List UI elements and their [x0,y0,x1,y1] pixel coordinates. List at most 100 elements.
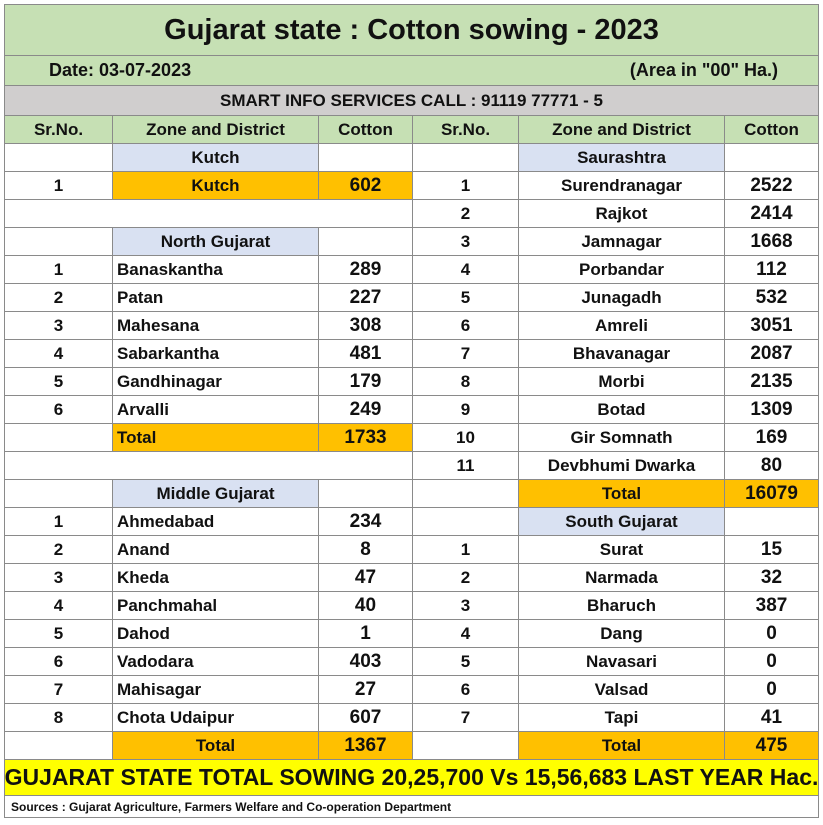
district-name: Valsad [518,675,725,704]
serial-number: 3 [4,563,113,592]
empty-row [4,199,413,228]
cotton-area: 289 [318,255,413,284]
total-label: Total [112,423,319,452]
district-name: Chota Udaipur [112,703,319,732]
district-name: Botad [518,395,725,424]
source-note: Sources : Gujarat Agriculture, Farmers W… [4,795,819,818]
empty-cell [412,143,519,172]
cotton-area: 112 [724,255,819,284]
serial-number: 5 [4,367,113,396]
serial-number: 6 [4,395,113,424]
district-name: Bharuch [518,591,725,620]
cotton-area: 602 [318,171,413,200]
district-name: Navasari [518,647,725,676]
total-label: Total [112,731,319,760]
district-name: Morbi [518,367,725,396]
cotton-area: 2135 [724,367,819,396]
area-unit: (Area in "00" Ha.) [629,60,778,80]
serial-number: 6 [412,675,519,704]
serial-number: 2 [412,563,519,592]
cotton-area: 27 [318,675,413,704]
district-name: Narmada [518,563,725,592]
cotton-area: 481 [318,339,413,368]
serial-number: 8 [412,367,519,396]
serial-number: 4 [412,619,519,648]
zone-heading: Saurashtra [518,143,725,172]
cotton-area: 387 [724,591,819,620]
district-name: Vadodara [112,647,319,676]
serial-number: 1 [412,535,519,564]
serial-number: 11 [412,451,519,480]
report-date: Date: 03-07-2023 [49,60,192,80]
district-name: Banaskantha [112,255,319,284]
serial-number: 4 [412,255,519,284]
serial-number: 2 [4,535,113,564]
cotton-area: 607 [318,703,413,732]
cotton-area: 249 [318,395,413,424]
total-value: 16079 [724,479,819,508]
date-line: Date: 03-07-2023 (Area in "00" Ha.) [4,55,819,86]
col-header-srno: Sr.No. [4,115,113,144]
empty-cell [4,423,113,452]
district-name: Amreli [518,311,725,340]
serial-number: 2 [4,283,113,312]
empty-cell [412,507,519,536]
cotton-area: 47 [318,563,413,592]
district-name: Anand [112,535,319,564]
serial-number: 4 [4,339,113,368]
cotton-area: 2087 [724,339,819,368]
district-name: Junagadh [518,283,725,312]
cotton-area: 32 [724,563,819,592]
district-name: Porbandar [518,255,725,284]
district-name: Arvalli [112,395,319,424]
district-name: Dahod [112,619,319,648]
cotton-area: 2414 [724,199,819,228]
serial-number: 6 [412,311,519,340]
serial-number: 3 [412,227,519,256]
district-name: Gandhinagar [112,367,319,396]
serial-number: 7 [412,703,519,732]
district-name: Jamnagar [518,227,725,256]
serial-number: 7 [4,675,113,704]
district-name: Dang [518,619,725,648]
serial-number: 1 [4,255,113,284]
col-header-zone: Zone and District [518,115,725,144]
cotton-area: 0 [724,647,819,676]
serial-number: 5 [412,283,519,312]
cotton-area: 308 [318,311,413,340]
total-value: 475 [724,731,819,760]
district-name: Ahmedabad [112,507,319,536]
cotton-area: 0 [724,675,819,704]
district-name: Tapi [518,703,725,732]
zone-heading: Kutch [112,143,319,172]
cotton-area: 403 [318,647,413,676]
total-value: 1733 [318,423,413,452]
serial-number: 9 [412,395,519,424]
zone-heading: Middle Gujarat [112,479,319,508]
district-name: Rajkot [518,199,725,228]
serial-number: 5 [4,619,113,648]
cotton-area: 8 [318,535,413,564]
district-name: Bhavanagar [518,339,725,368]
empty-cell [318,143,413,172]
empty-cell [4,479,113,508]
empty-row [4,451,413,480]
col-header-zone: Zone and District [112,115,319,144]
serial-number: 2 [412,199,519,228]
empty-cell [412,731,519,760]
col-header-cotton: Cotton [724,115,819,144]
district-name: Mahisagar [112,675,319,704]
serial-number: 6 [4,647,113,676]
cotton-area: 169 [724,423,819,452]
total-label: Total [518,479,725,508]
cotton-area: 40 [318,591,413,620]
empty-cell [724,143,819,172]
serial-number: 5 [412,647,519,676]
empty-cell [4,227,113,256]
serial-number: 4 [4,591,113,620]
empty-cell [318,227,413,256]
district-name: Panchmahal [112,591,319,620]
serial-number: 3 [4,311,113,340]
serial-number: 1 [412,171,519,200]
cotton-area: 15 [724,535,819,564]
